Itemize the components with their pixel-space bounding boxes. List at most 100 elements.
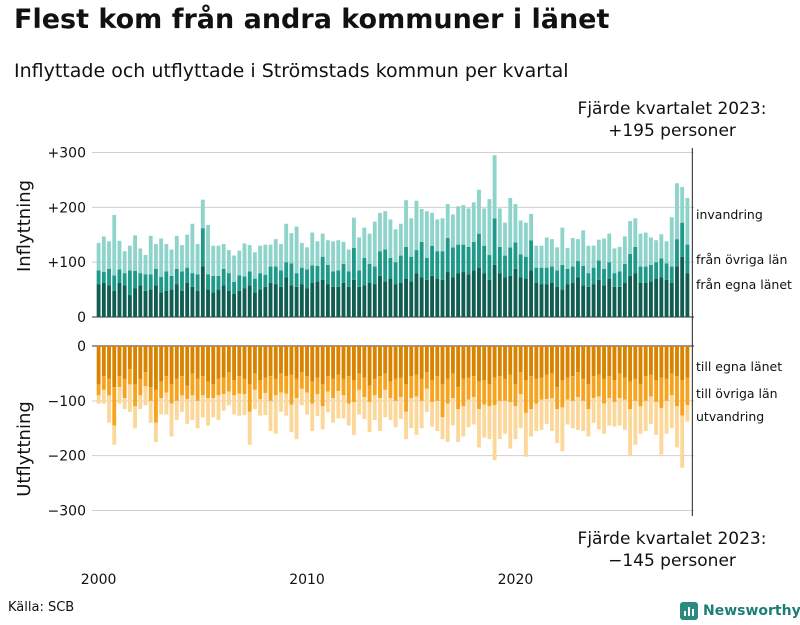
bar-segment (596, 260, 601, 280)
bar-segment (107, 268, 111, 286)
bar-segment (258, 273, 263, 290)
bar-segment (388, 398, 393, 421)
bar-segment (341, 346, 346, 379)
bar-segment (96, 242, 101, 271)
bar-segment (680, 187, 685, 223)
bar-segment (622, 399, 627, 430)
bar-segment (638, 346, 643, 385)
bar-segment (393, 378, 398, 401)
bar-segment (607, 398, 612, 426)
bar-segment (122, 285, 127, 317)
bar-segment (122, 251, 127, 274)
bar-segment (206, 274, 210, 290)
bar-segment (195, 244, 200, 275)
bar-segment (117, 269, 122, 283)
bar-segment (148, 400, 153, 423)
bar-segment (138, 395, 143, 410)
bar-segment (685, 198, 690, 245)
bar-segment (424, 388, 429, 412)
bar-segment (461, 205, 466, 245)
bar-segment (346, 249, 351, 272)
bar-segment (450, 398, 455, 426)
bar-segment (185, 385, 190, 400)
bar-segment (232, 346, 237, 380)
bar-segment (617, 398, 622, 426)
bar-segment (138, 285, 143, 317)
bar-segment (539, 399, 544, 430)
bar-segment (414, 250, 419, 274)
bar-segment (279, 286, 283, 317)
bar-segment (289, 233, 294, 264)
bar-segment (305, 346, 309, 377)
bar-segment (362, 397, 367, 419)
bar-segment (315, 266, 320, 282)
bar-segment (252, 346, 257, 374)
bar-segment (638, 233, 643, 267)
bar-segment (555, 409, 560, 444)
bar-segment (159, 346, 164, 382)
bar-segment (643, 346, 648, 377)
bar-segment (576, 372, 580, 397)
bar-segment (378, 346, 382, 377)
y-tick-label: −200 (48, 449, 86, 465)
bar-segment (200, 395, 205, 418)
bar-segment (414, 200, 419, 251)
bar-segment (383, 346, 388, 374)
bar-segment (539, 267, 544, 285)
bar-segment (216, 395, 221, 421)
bar-segment (654, 346, 659, 380)
bar-segment (174, 268, 179, 285)
bar-segment (440, 251, 445, 280)
bar-segment (127, 369, 132, 385)
bar-segment (570, 283, 575, 317)
bar-segment (409, 218, 414, 257)
chart-title: Flest kom från andra kommuner i länet (14, 4, 610, 35)
bar-segment (279, 270, 283, 287)
bar-segment (643, 266, 648, 283)
bar-segment (263, 346, 268, 378)
brand-logo: Newsworthy (680, 600, 800, 622)
bar-segment (612, 380, 617, 402)
bar-segment (471, 270, 476, 317)
bar-segment (450, 247, 455, 278)
bar-segment (315, 346, 320, 378)
bar-segment (664, 263, 669, 280)
bar-segment (675, 183, 679, 240)
bar-segment (435, 400, 440, 431)
bar-segment (461, 378, 466, 407)
bar-segment (169, 403, 174, 437)
bar-segment (612, 248, 617, 274)
bar-segment (450, 277, 455, 317)
bar-segment (622, 346, 627, 378)
bar-segment (648, 264, 653, 282)
bar-segment (440, 218, 445, 252)
bar-segment (581, 230, 586, 266)
bar-segment (680, 256, 685, 317)
y-tick-label: 0 (77, 310, 86, 326)
bar-segment (346, 286, 351, 317)
bar-segment (648, 346, 653, 375)
bar-segment (320, 406, 325, 430)
bar-segment (174, 400, 179, 421)
bar-segment (497, 273, 502, 317)
bar-segment (258, 289, 263, 317)
annotation-bottom-line2: −145 personer (608, 551, 736, 571)
bar-segment (419, 378, 424, 401)
bar-segment (435, 346, 440, 377)
y-axis-label-utflyttning: Utflyttning (14, 401, 35, 497)
bar-segment (445, 346, 450, 379)
bar-segment (310, 346, 315, 382)
bar-segment (544, 267, 549, 285)
bar-segment (633, 273, 638, 317)
bar-segment (294, 378, 299, 399)
bar-segment (492, 405, 497, 461)
bar-segment (523, 222, 528, 257)
bar-segment (607, 376, 612, 399)
bar-segment (362, 227, 367, 258)
bar-segment (185, 267, 190, 283)
bar-segment (607, 278, 612, 317)
bar-segment (122, 378, 127, 399)
bar-segment (232, 380, 237, 396)
bar-segment (398, 346, 403, 378)
bar-segment (513, 406, 518, 440)
